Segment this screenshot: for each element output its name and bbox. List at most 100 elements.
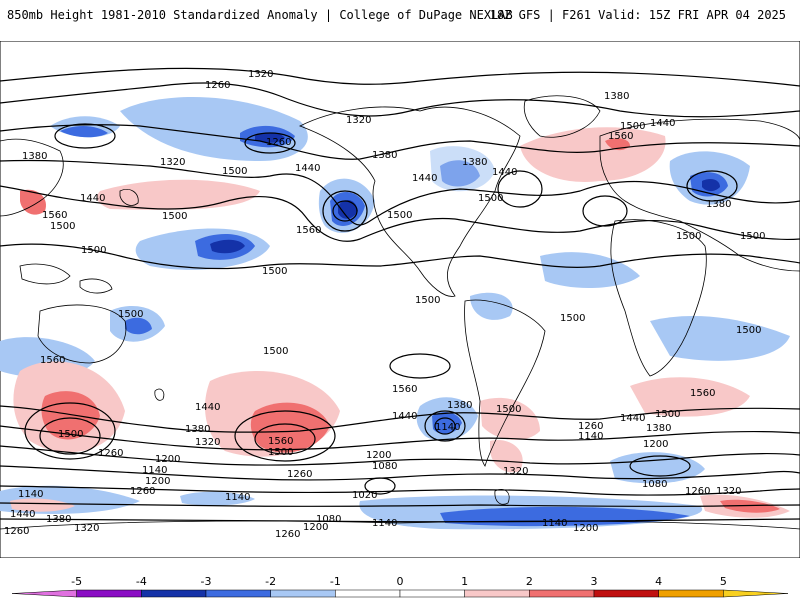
contour-label: 1380	[46, 514, 71, 525]
contour-label: 1500	[387, 210, 412, 221]
contour-label: 1200	[155, 454, 180, 465]
colorbar-bin	[593, 589, 659, 598]
contour-label: 1260	[266, 137, 291, 148]
header-bar: 850mb Height 1981-2010 Standardized Anom…	[0, 0, 800, 40]
contour-label: 1200	[145, 476, 170, 487]
contour-label: 1500	[478, 193, 503, 204]
contour-label: 1020	[352, 490, 377, 501]
colorbar-tick-label: 5	[720, 575, 727, 588]
contour-label: 1500	[496, 404, 521, 415]
colorbar-tick-label: -3	[201, 575, 212, 588]
contour-label: 1380	[706, 199, 731, 210]
colorbar-bin	[399, 589, 465, 598]
weather-map: 1320 1260 1320 1380 1320 1260 1380 1380 …	[0, 41, 800, 558]
colorbar-tick-label: -2	[265, 575, 276, 588]
contour-label: 1380	[22, 151, 47, 162]
colorbar-bins	[11, 589, 789, 598]
contour-label: 1500	[262, 266, 287, 277]
contour-label: 1500	[50, 221, 75, 232]
colorbar-bin	[529, 589, 595, 598]
contour-label: 1440	[10, 509, 35, 520]
contour-label: 1260	[685, 486, 710, 497]
contour-label: 1200	[643, 439, 668, 450]
colorbar-tick-label: 0	[397, 575, 404, 588]
contour-label: 1560	[296, 225, 321, 236]
contour-label: 1200	[573, 523, 598, 534]
contour-label: 1320	[74, 523, 99, 534]
contour-label: 1320	[248, 69, 273, 80]
contour-label: 1500	[118, 309, 143, 320]
contour-label: 1200	[366, 450, 391, 461]
contour-label: 1500	[268, 447, 293, 458]
contour-label: 1500	[58, 429, 83, 440]
contour-label: 1380	[646, 423, 671, 434]
contour-label: 1560	[608, 131, 633, 142]
colorbar-ticks: -5 -4 -3 -2 -1 0 1 2 3 4 5	[71, 575, 727, 588]
contour-label: 1260	[205, 80, 230, 91]
contour-label: 1140	[542, 518, 567, 529]
contour-label: 1440	[492, 167, 517, 178]
contour-label: 1320	[195, 437, 220, 448]
colorbar-bin	[464, 589, 530, 598]
height-contours	[0, 67, 800, 523]
contour-label: 1440	[295, 163, 320, 174]
contour-label: 1440	[620, 413, 645, 424]
contour-label: 1320	[716, 486, 741, 497]
contour-label: 1260	[4, 526, 29, 537]
contour-label: 1380	[447, 400, 472, 411]
contour-label: 1380	[372, 150, 397, 161]
contour-label: 1440	[80, 193, 105, 204]
contour-label: 1500	[655, 409, 680, 420]
colorbar-tick-label: 1	[461, 575, 468, 588]
contour-label: 1440	[412, 173, 437, 184]
contour-label: 1560	[40, 355, 65, 366]
colorbar-tick-label: -4	[136, 575, 147, 588]
colorbar-bin	[335, 589, 401, 598]
contour-label: 1380	[462, 157, 487, 168]
contour-label: 1560	[392, 384, 417, 395]
contour-label: 1080	[372, 461, 397, 472]
contour-label: 1500	[736, 325, 761, 336]
contour-label: 1380	[604, 91, 629, 102]
contour-label: 1440	[392, 411, 417, 422]
contour-label: 1320	[346, 115, 371, 126]
run-info: 18Z GFS | F261 Valid: 15Z FRI APR 04 202…	[489, 8, 786, 22]
anomaly-colorbar: -5 -4 -3 -2 -1 0 1 2 3 4 5	[0, 570, 800, 600]
colorbar-tick-label: -5	[71, 575, 82, 588]
contour-label: 1260	[275, 529, 300, 540]
contour-label: 1140	[142, 465, 167, 476]
contour-label: 1140	[578, 431, 603, 442]
colorbar-bin	[205, 589, 271, 598]
contour-label: 1500	[81, 245, 106, 256]
contour-label: 1560	[42, 210, 67, 221]
contour-label: 1200	[303, 522, 328, 533]
contour-label: 1500	[162, 211, 187, 222]
contour-label: 1500	[740, 231, 765, 242]
contour-label: 1260	[578, 421, 603, 432]
colorbar-bin	[11, 589, 77, 598]
colorbar-tick-label: -1	[330, 575, 341, 588]
contour-label: 1140	[372, 518, 397, 529]
contour-label: 1440	[195, 402, 220, 413]
colorbar-bin	[141, 589, 207, 598]
colorbar-bin	[723, 589, 789, 598]
contour-label: 1260	[98, 448, 123, 459]
contour-label: 1560	[268, 436, 293, 447]
contour-label: 1260	[287, 469, 312, 480]
coastlines	[0, 95, 800, 558]
contour-label: 1320	[160, 157, 185, 168]
contour-labels: 1320 1260 1320 1380 1320 1260 1380 1380 …	[4, 69, 765, 540]
contour-label: 1500	[560, 313, 585, 324]
contour-label: 1080	[642, 479, 667, 490]
colorbar-bin	[658, 589, 724, 598]
contour-label: 1080	[316, 514, 341, 525]
contour-label: 1500	[222, 166, 247, 177]
contour-label: 1320	[503, 466, 528, 477]
colorbar-tick-label: 2	[526, 575, 533, 588]
contour-label: 1140	[225, 492, 250, 503]
contour-label: 1500	[620, 121, 645, 132]
contour-label: 1500	[676, 231, 701, 242]
colorbar-tick-label: 4	[655, 575, 662, 588]
anomaly-shading	[0, 97, 790, 530]
contour-label: 1440	[650, 118, 675, 129]
